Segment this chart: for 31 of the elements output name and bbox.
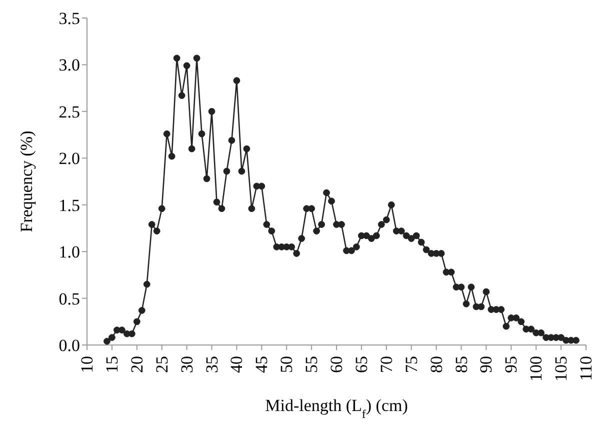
x-tick-label: 15	[102, 356, 122, 373]
x-tick-label: 40	[227, 356, 246, 373]
x-tick-label: 55	[302, 356, 322, 373]
x-tick-label: 75	[402, 356, 421, 373]
x-tick-label: 100	[526, 356, 546, 382]
x-tick-label: 25	[152, 356, 172, 373]
y-tick-label: 3.5	[58, 9, 80, 28]
x-tick-label: 110	[576, 356, 596, 381]
y-tick-label: 3.0	[58, 56, 80, 75]
y-tick-label: 2.0	[58, 149, 80, 168]
x-tick-label: 10	[78, 356, 96, 373]
y-tick-label: 2.5	[58, 102, 80, 122]
y-tick-label: 1.0	[58, 242, 80, 262]
x-tick-label: 105	[552, 356, 571, 382]
x-tick-label: 85	[452, 356, 471, 373]
x-tick-label: 50	[277, 356, 296, 373]
x-tick-label: 95	[502, 356, 521, 373]
y-tick-label: 0.0	[58, 336, 80, 356]
x-tick-label: 35	[202, 356, 222, 373]
x-tick-label: 30	[177, 356, 196, 373]
x-tick-label: 70	[376, 356, 396, 373]
x-tick-label: 45	[252, 356, 272, 373]
y-tick-label: 0.5	[58, 289, 80, 308]
x-tick-label: 20	[127, 356, 146, 373]
x-tick-label: 80	[426, 356, 446, 373]
y-axis-title: Frequency (%)	[17, 130, 36, 232]
x-tick-label: 90	[476, 356, 496, 373]
x-tick-label: 60	[327, 356, 346, 373]
x-axis-title: Mid-length (L$_{f}$) (cm)	[265, 396, 408, 421]
y-tick-label: 1.5	[58, 196, 80, 215]
x-tick-label: 65	[352, 356, 371, 373]
